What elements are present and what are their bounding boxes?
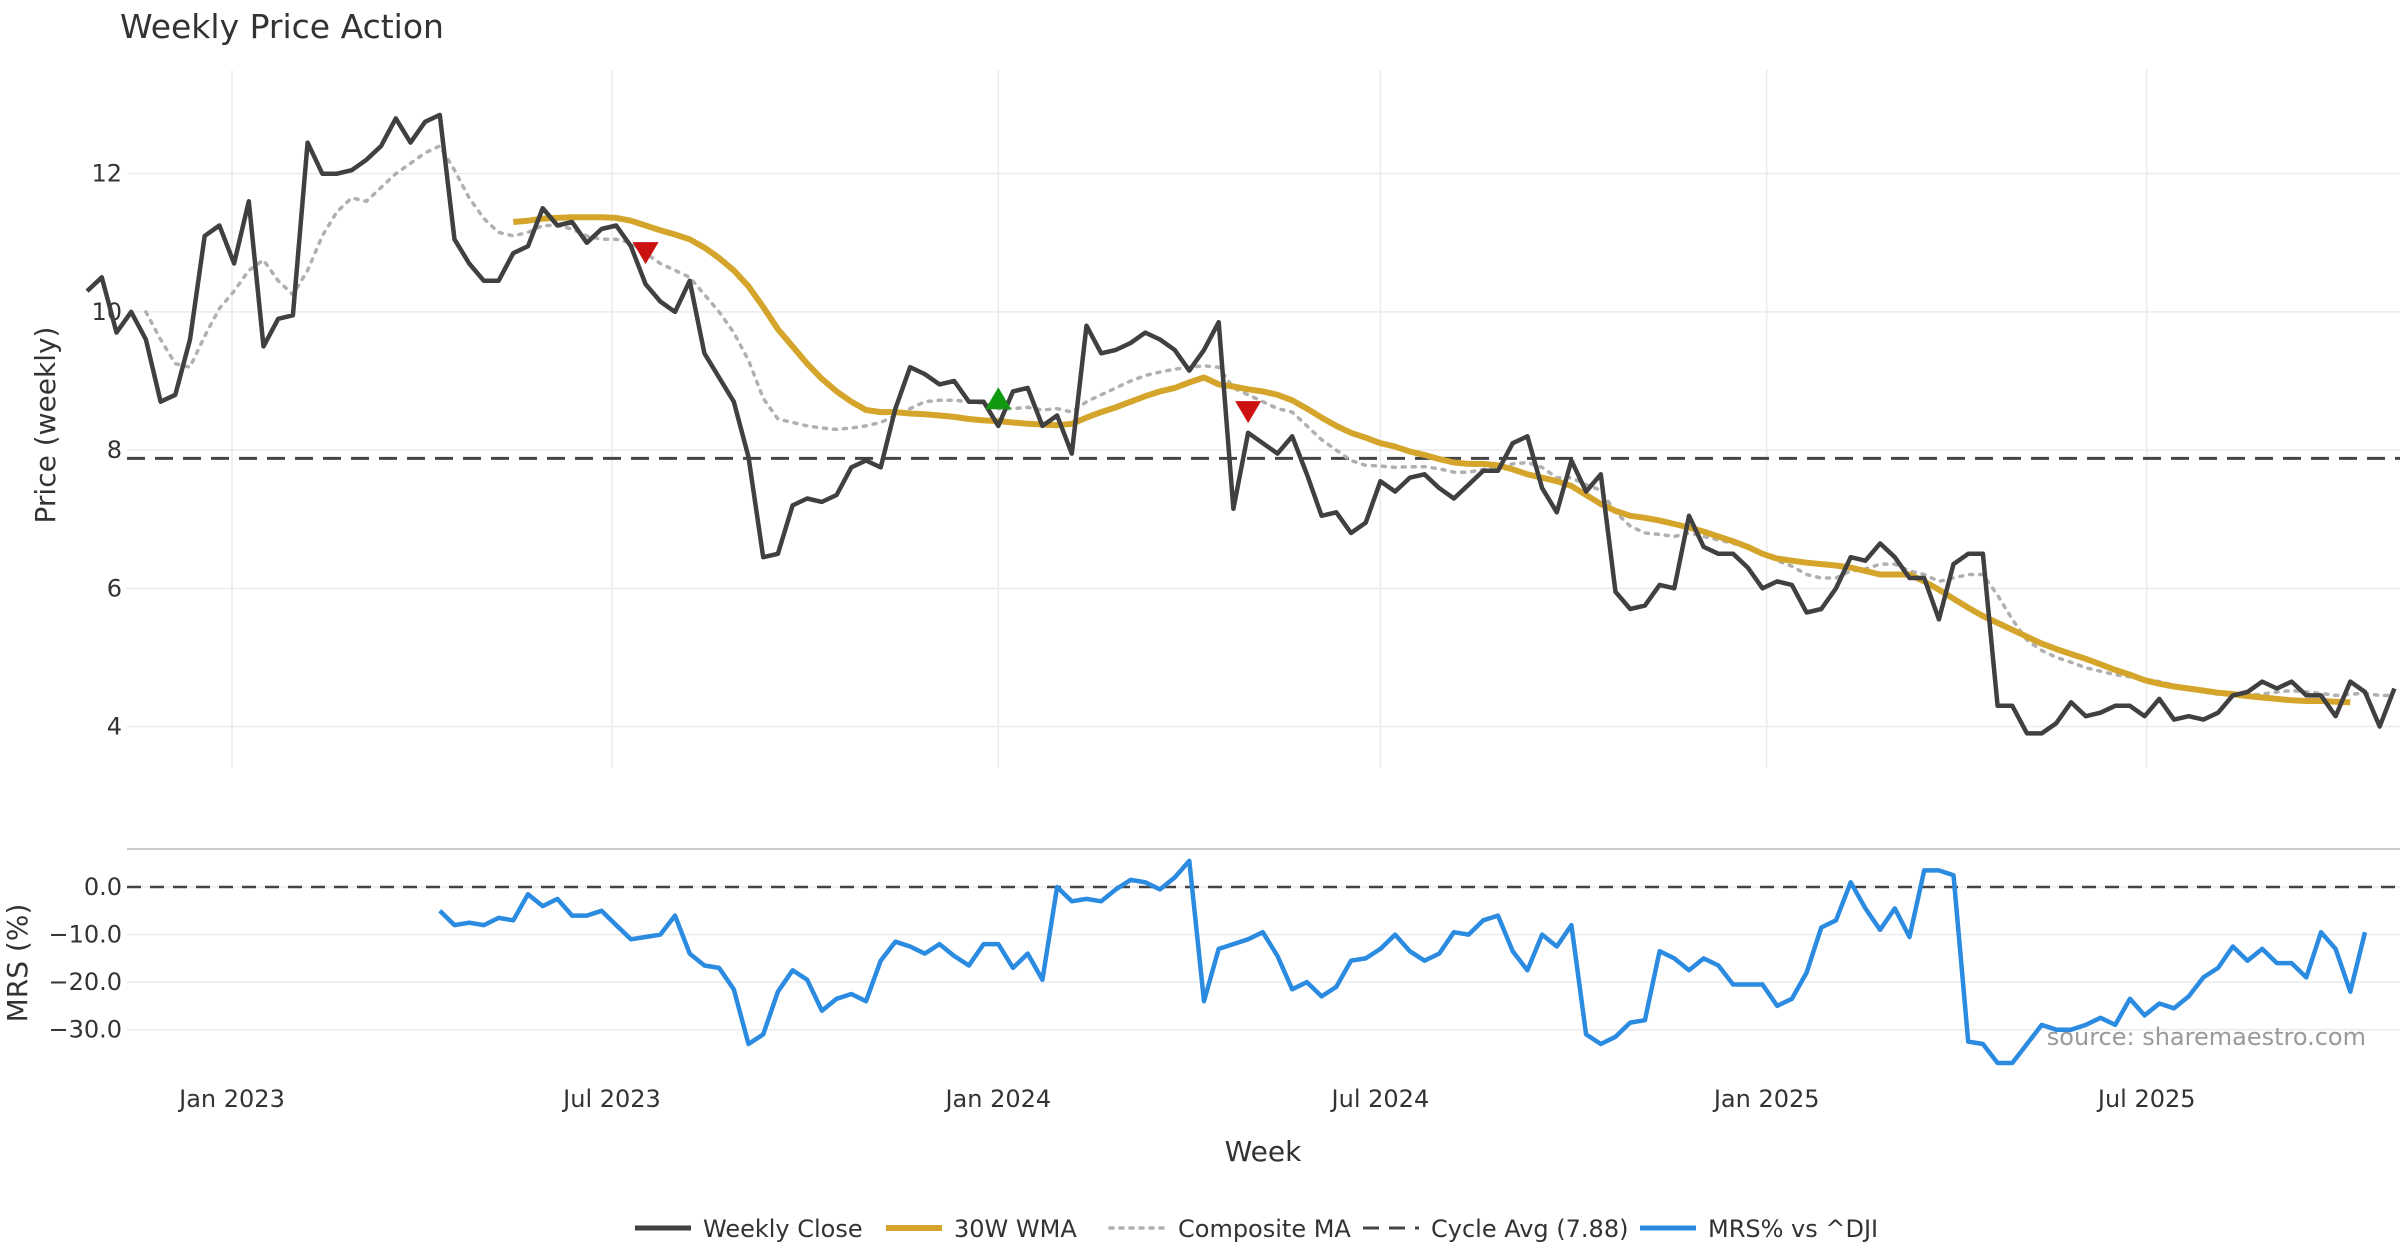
price-y-tick-label: 8: [107, 436, 122, 464]
mrs-y-axis-title: MRS (%): [1, 904, 34, 1023]
price-y-tick-label: 12: [91, 160, 122, 188]
mrs-y-tick-label: 0.0: [84, 873, 122, 901]
chart-title: Weekly Price Action: [120, 7, 444, 46]
x-axis-title: Week: [1225, 1135, 1302, 1168]
legend-label: Weekly Close: [703, 1215, 863, 1243]
mrs-y-tick-label: −10.0: [48, 921, 122, 949]
x-tick-label: Jul 2025: [2096, 1085, 2196, 1113]
legend-label: MRS% vs ^DJI: [1708, 1215, 1878, 1243]
x-tick-label: Jan 2023: [177, 1085, 285, 1113]
mrs-y-tick-label: −20.0: [48, 968, 122, 996]
x-tick-label: Jan 2025: [1712, 1085, 1820, 1113]
legend-label: Composite MA: [1178, 1215, 1351, 1243]
legend-label: Cycle Avg (7.88): [1431, 1215, 1628, 1243]
x-tick-label: Jul 2023: [561, 1085, 661, 1113]
price-y-tick-label: 4: [107, 713, 122, 741]
price-y-axis-title: Price (weekly): [29, 327, 62, 524]
mrs-y-tick-label: −30.0: [48, 1016, 122, 1044]
price-y-tick-label: 6: [107, 574, 122, 602]
legend-label: 30W WMA: [954, 1215, 1077, 1243]
x-tick-label: Jan 2024: [943, 1085, 1051, 1113]
x-tick-label: Jul 2024: [1330, 1085, 1430, 1113]
source-note: source: sharemaestro.com: [2047, 1023, 2366, 1051]
